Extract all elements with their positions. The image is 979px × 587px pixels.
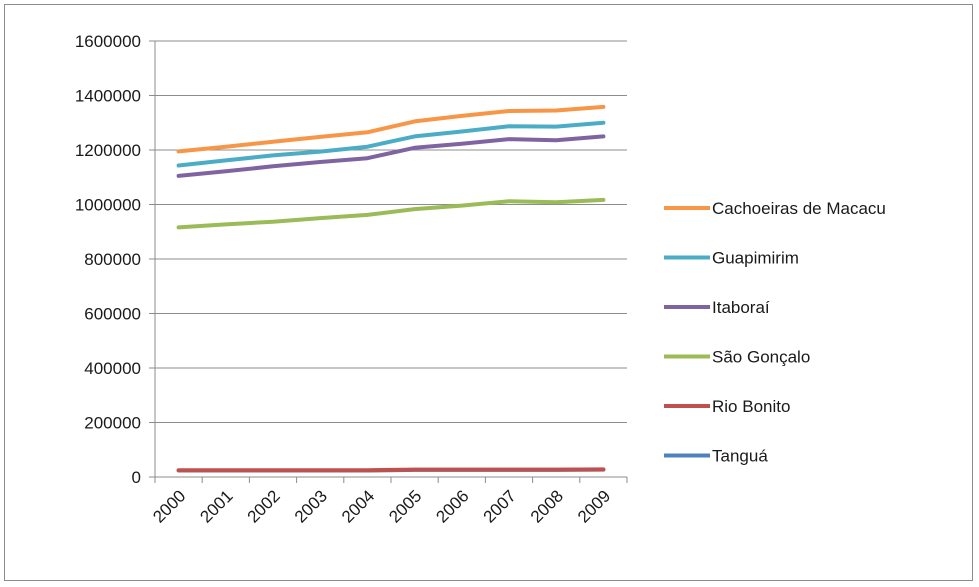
x-tick-label: 2001 [196,486,236,526]
legend-label: Cachoeiras de Macacu [712,199,886,218]
x-tick-label: 2005 [385,486,425,526]
legend-label: Rio Bonito [712,397,790,416]
y-tick-label: 1000000 [75,196,141,215]
x-tick-label: 2007 [480,486,520,526]
x-axis-tick-labels: 2000 2001 2002 2003 2004 2005 2006 2007 2008 2009 [149,486,614,526]
x-tick-label: 2000 [149,486,189,526]
series-line [176,104,606,154]
legend: Cachoeiras de Macacu Guapimirim Itaboraí Sã… [664,199,886,466]
x-tick-label: 2006 [432,486,472,526]
series-line [176,467,606,473]
legend-label: São Gonçalo [712,348,810,367]
y-tick-label: 1200000 [75,141,141,160]
y-tick-label: 200000 [84,414,141,433]
series-line [176,197,606,230]
legend-label: Tanguá [712,447,768,466]
y-tick-label: 400000 [84,359,141,378]
x-tick-label: 2009 [574,486,614,526]
y-tick-label: 800000 [84,250,141,269]
x-tick-label: 2002 [244,486,284,526]
x-tick-label: 2008 [527,486,567,526]
y-tick-label: 1400000 [75,87,141,106]
y-tick-label: 1600000 [75,32,141,51]
y-axis-tick-labels: 0 200000 400000 600000 800000 1000000 1200000 1… [75,32,141,487]
legend-label: Guapimirim [712,249,799,268]
chart-area [4,4,973,581]
y-tick-label: 0 [132,468,141,487]
series-line [176,120,606,168]
series-line [176,134,606,178]
axes [149,40,628,483]
legend-label: Itaboraí [712,298,770,317]
x-tick-label: 2003 [291,486,331,526]
gridlines [155,40,627,423]
series-lines [176,104,606,473]
y-tick-label: 600000 [84,305,141,324]
x-tick-label: 2004 [338,486,378,526]
